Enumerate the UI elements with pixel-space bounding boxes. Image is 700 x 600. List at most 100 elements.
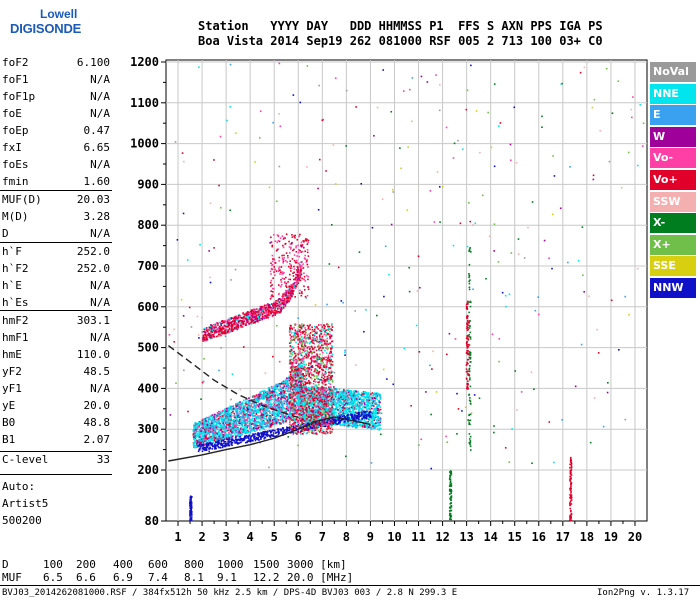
echo-point bbox=[371, 404, 374, 407]
echo-point bbox=[365, 392, 368, 394]
echo-point bbox=[235, 410, 238, 412]
echo-point bbox=[369, 402, 371, 405]
echo-point bbox=[207, 437, 209, 439]
echo-point bbox=[213, 445, 216, 448]
echo-point bbox=[236, 424, 239, 427]
echo-point bbox=[346, 398, 348, 400]
param-name: C-level bbox=[2, 453, 49, 466]
echo-point bbox=[239, 422, 242, 425]
echo-point bbox=[271, 414, 274, 416]
echo-point bbox=[276, 400, 279, 403]
echo-point bbox=[282, 383, 284, 385]
echo-point bbox=[248, 399, 251, 402]
echo-point bbox=[328, 413, 331, 416]
echo-point bbox=[285, 378, 287, 381]
echo-point bbox=[330, 414, 333, 417]
echo-point bbox=[338, 413, 341, 415]
echo-point bbox=[361, 407, 364, 409]
echo-point bbox=[347, 401, 350, 404]
echo-point bbox=[365, 417, 367, 419]
echo-point bbox=[221, 428, 224, 431]
echo-point bbox=[351, 392, 353, 394]
echo-point bbox=[376, 422, 379, 425]
echo-point bbox=[278, 409, 280, 412]
echo-point bbox=[302, 388, 305, 390]
echo-point bbox=[226, 429, 229, 432]
echo-point bbox=[323, 421, 325, 424]
param-value: 6.65 bbox=[83, 141, 111, 154]
echo-point bbox=[280, 394, 283, 397]
param-name: h`F bbox=[2, 245, 22, 258]
echo-point bbox=[287, 395, 290, 397]
echo-point bbox=[224, 420, 226, 423]
echo-point bbox=[356, 399, 359, 402]
echo-point bbox=[261, 406, 264, 409]
echo-point bbox=[289, 389, 291, 392]
echo-point bbox=[375, 409, 377, 412]
echo-point bbox=[359, 407, 361, 409]
echo-point bbox=[271, 419, 274, 422]
echo-point bbox=[266, 408, 269, 410]
echo-point bbox=[366, 427, 369, 429]
echo-point bbox=[228, 417, 230, 419]
echo-point bbox=[317, 426, 320, 429]
y-tick-label: 600 bbox=[137, 300, 159, 314]
echo-point bbox=[253, 412, 255, 414]
echo-point bbox=[253, 436, 255, 438]
echo-point bbox=[195, 427, 198, 429]
echo-point bbox=[255, 413, 258, 415]
echo-point bbox=[226, 413, 228, 415]
param-name: foEp bbox=[2, 124, 29, 137]
echo-point bbox=[242, 406, 244, 409]
echo-point bbox=[204, 437, 207, 440]
echo-point bbox=[258, 398, 261, 401]
echo-point bbox=[225, 409, 228, 411]
echo-point bbox=[222, 415, 225, 417]
echo-point bbox=[220, 412, 223, 414]
echo-point bbox=[249, 429, 252, 432]
echo-point bbox=[302, 366, 305, 368]
x-tick-label: 8 bbox=[343, 530, 350, 544]
echo-point bbox=[354, 413, 357, 415]
echo-point bbox=[277, 411, 279, 414]
echo-point bbox=[221, 434, 224, 437]
echo-point bbox=[344, 392, 347, 395]
echo-point bbox=[303, 422, 306, 425]
echo-point bbox=[265, 391, 268, 393]
echo-point bbox=[326, 397, 329, 400]
echo-point bbox=[348, 402, 350, 405]
echo-point bbox=[296, 395, 299, 397]
echo-point bbox=[253, 404, 256, 407]
echo-point bbox=[290, 412, 292, 415]
echo-point bbox=[250, 404, 253, 407]
echo-point bbox=[227, 409, 230, 411]
echo-point bbox=[313, 385, 315, 388]
echo-point bbox=[219, 410, 221, 413]
echo-point bbox=[332, 418, 335, 420]
echo-point bbox=[251, 409, 253, 411]
echo-point bbox=[299, 366, 302, 368]
echo-point bbox=[361, 413, 364, 415]
echo-point bbox=[295, 385, 298, 387]
echo-point bbox=[264, 391, 267, 393]
echo-point bbox=[374, 412, 376, 414]
echo-point bbox=[333, 399, 336, 402]
echo-point bbox=[193, 437, 196, 439]
echo-point bbox=[244, 416, 247, 418]
echo-point bbox=[214, 424, 216, 427]
echo-point bbox=[359, 397, 362, 399]
echo-point bbox=[237, 402, 240, 404]
echo-point bbox=[276, 404, 278, 406]
echo-point bbox=[204, 434, 206, 437]
echo-point bbox=[245, 425, 248, 428]
echo-point bbox=[267, 395, 270, 397]
echo-point bbox=[203, 420, 205, 423]
echo-point bbox=[378, 427, 381, 430]
echo-point bbox=[230, 413, 232, 415]
x-tick-label: 11 bbox=[411, 530, 425, 544]
echo-point bbox=[363, 419, 366, 422]
echo-point bbox=[316, 414, 319, 416]
echo-point bbox=[257, 422, 259, 424]
echo-point bbox=[370, 411, 373, 414]
echo-point bbox=[311, 408, 313, 410]
